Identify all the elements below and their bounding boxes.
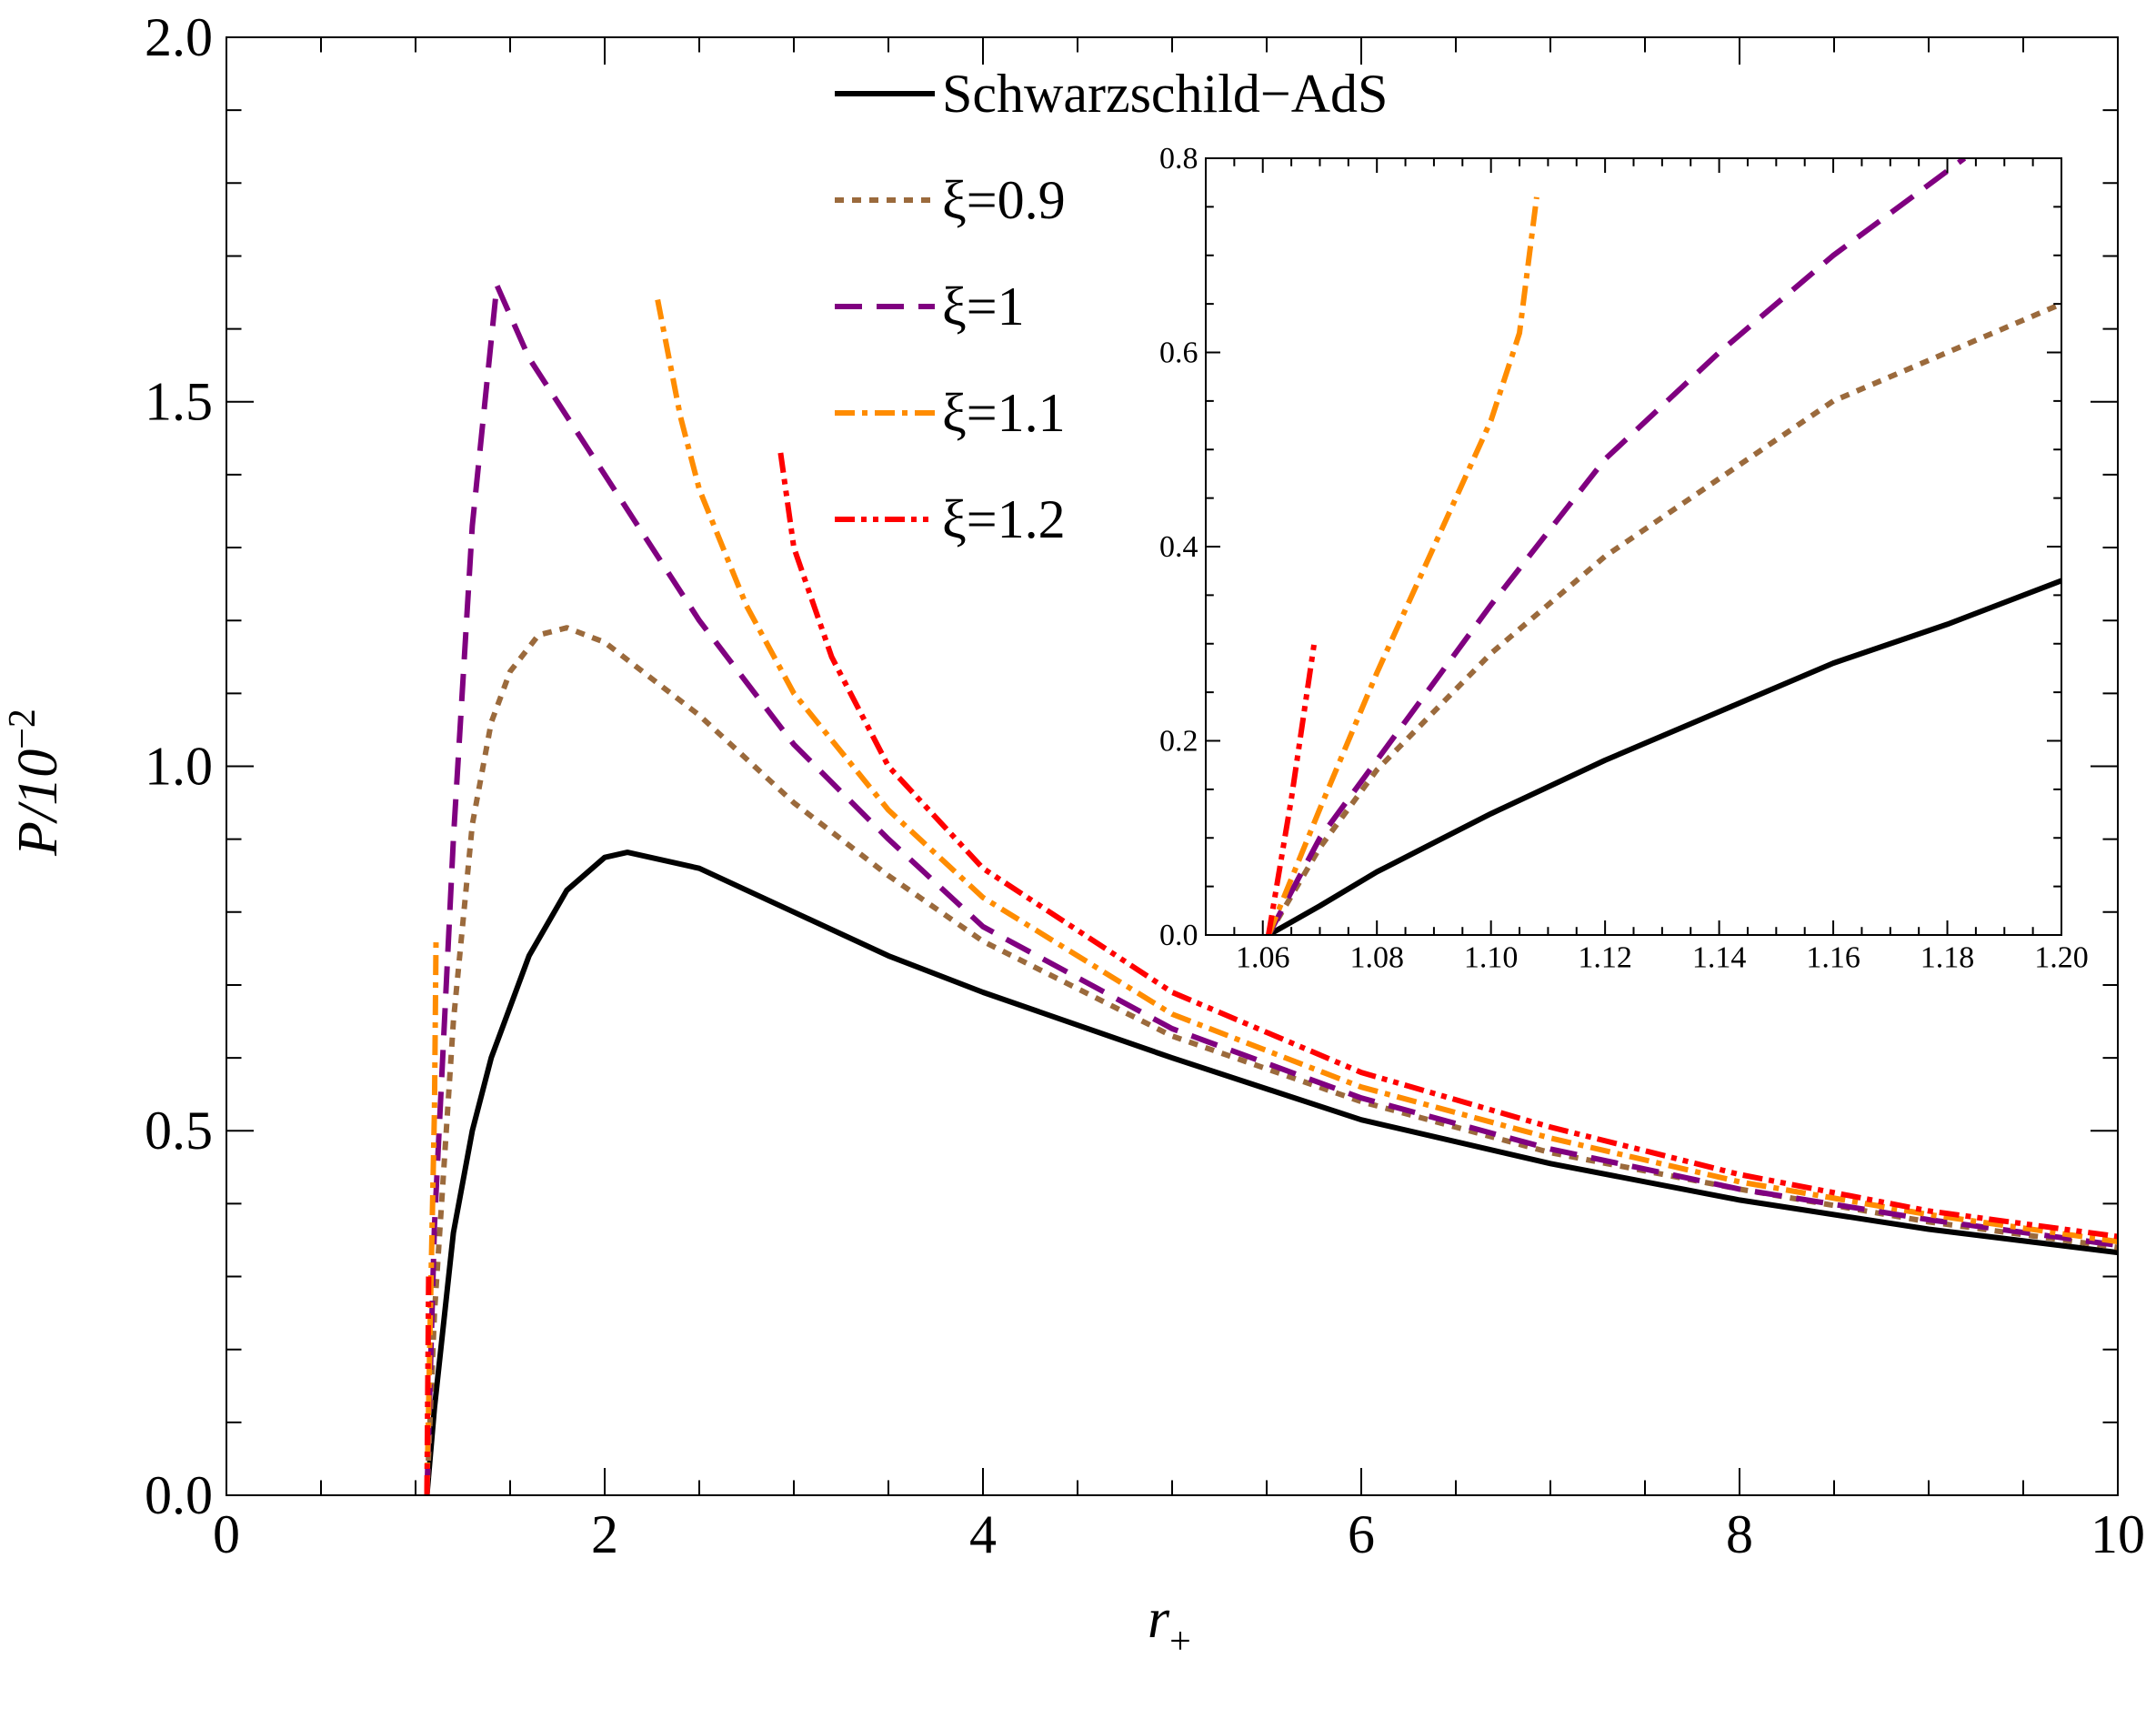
main-y-tick-label: 0.0 [145, 1465, 213, 1525]
main-x-tick-label: 6 [1348, 1504, 1375, 1564]
inset-series-line-0 [1267, 578, 2061, 935]
main-x-tick-label: 0 [213, 1504, 240, 1564]
inset-x-tick-label: 1.10 [1464, 941, 1519, 975]
inset-x-tick-label: 1.16 [1806, 941, 1860, 975]
inset-y-tick-label: 0.4 [1159, 530, 1198, 564]
inset-curves [1266, 158, 2061, 935]
series-line-4 [424, 1276, 432, 1495]
inset-x-tick-label: 1.12 [1578, 941, 1632, 975]
inset-series-line-4 [1266, 643, 1318, 935]
inset-background [1206, 158, 2061, 935]
main-y-tick-label: 0.5 [145, 1101, 213, 1161]
legend-label: Schwarzschild−AdS [942, 64, 1388, 124]
x-axis-label: r+ [1148, 1588, 1191, 1663]
y-axis-label-superscript: −2 [2, 709, 44, 749]
series-line-3 [424, 940, 439, 1495]
inset-series-line-2 [1266, 158, 1967, 935]
legend-label: ξ=1.1 [942, 383, 1066, 443]
main-x-tick-label: 10 [2091, 1504, 2145, 1564]
x-axis-label-subscript: + [1169, 1621, 1191, 1663]
inset-series-line-3 [1266, 196, 1539, 935]
series-line-3 [655, 298, 2118, 1245]
inset-x-tick-label: 1.20 [2034, 941, 2089, 975]
main-y-tick-label: 2.0 [145, 7, 213, 67]
main-x-tick-label: 2 [591, 1504, 618, 1564]
series-line-4 [777, 452, 2118, 1240]
main-axes: 0 2 4 6 8 10 0.0 0.5 1.0 1.5 2.0 [145, 7, 2145, 1564]
legend: Schwarzschild−AdS ξ=0.9 ξ=1 ξ=1.1 ξ=1.2 [835, 64, 1388, 549]
inset-axes: 1.06 1.08 1.10 1.12 1.14 1.16 1.18 1.20 0.0 0.2 0.… [1159, 142, 2089, 974]
inset-x-tick-label: 1.06 [1236, 941, 1290, 975]
main-y-tick-label: 1.0 [145, 736, 213, 796]
inset-y-tick-label: 0.0 [1159, 919, 1198, 952]
main-curves [424, 282, 2118, 1495]
main-x-tick-label: 4 [969, 1504, 997, 1564]
inset-y-tick-label: 0.8 [1159, 142, 1198, 176]
series-line-0 [424, 849, 2118, 1495]
legend-label: ξ=0.9 [942, 170, 1066, 230]
inset-x-tick-label: 1.08 [1349, 941, 1404, 975]
inset-x-tick-label: 1.18 [1920, 941, 1975, 975]
legend-label: ξ=1.2 [942, 489, 1066, 549]
legend-label: ξ=1 [942, 276, 1025, 337]
main-x-tick-label: 8 [1726, 1504, 1753, 1564]
series-line-2 [424, 282, 2118, 1495]
inset-x-tick-label: 1.14 [1692, 941, 1747, 975]
inset-series-line-1 [1266, 301, 2061, 935]
inset-y-tick-label: 0.2 [1159, 725, 1198, 759]
y-axis-label: P/10−2 [2, 709, 69, 857]
main-y-tick-label: 1.5 [145, 372, 213, 432]
inset-y-tick-label: 0.6 [1159, 337, 1198, 370]
